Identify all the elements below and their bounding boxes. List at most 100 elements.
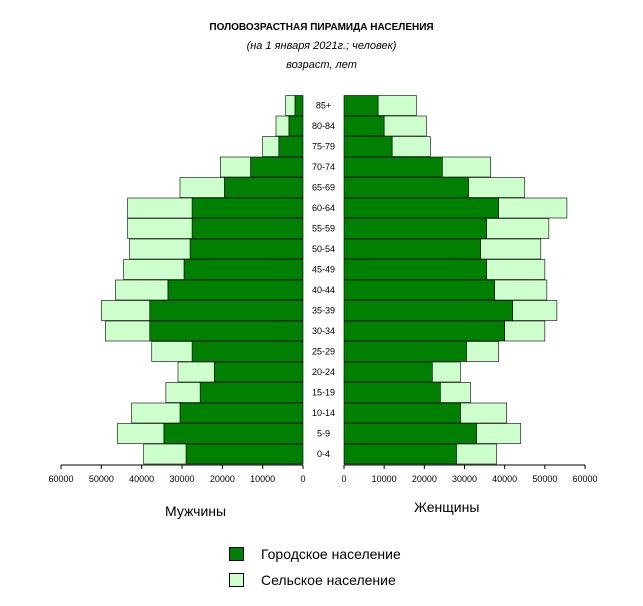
bar-women-rural xyxy=(480,238,542,260)
bar-women-rural xyxy=(456,443,497,465)
bar-men-urban xyxy=(191,341,304,362)
bar-women-rural xyxy=(486,218,550,239)
bar-women-urban xyxy=(343,136,393,157)
bar-women-urban xyxy=(343,382,441,403)
women-axis-label: Женщины xyxy=(414,499,480,515)
bar-men-urban xyxy=(191,218,304,239)
men-axis-label: Мужчины xyxy=(165,503,227,519)
bar-women-rural xyxy=(504,320,546,342)
bar-women-urban xyxy=(343,156,443,178)
bar-women-urban xyxy=(343,279,495,301)
bar-men-urban xyxy=(163,423,304,444)
bar-women-urban xyxy=(343,402,461,424)
bar-women-urban xyxy=(343,259,487,280)
legend-item-rural: Сельское население xyxy=(229,571,396,589)
women-x-tick-label: 10000 xyxy=(372,474,397,484)
bar-men-urban xyxy=(199,382,304,403)
chart-subtitle: (на 1 января 2021г.; человек) xyxy=(246,40,397,52)
bar-women-rural xyxy=(391,136,431,157)
bar-men-urban xyxy=(278,136,304,157)
bar-women-urban xyxy=(343,197,499,219)
men-x-tick-label: 30000 xyxy=(169,474,194,484)
bar-women-rural xyxy=(432,361,461,383)
bar-women-urban xyxy=(343,361,433,383)
bar-women-rural xyxy=(494,279,548,301)
y-axis-label: возраст, лет xyxy=(286,59,357,71)
bar-men-rural xyxy=(285,95,296,116)
bar-men-urban xyxy=(149,320,304,342)
age-group-label: 40-44 xyxy=(312,285,335,295)
age-group-label: 25-29 xyxy=(312,347,335,357)
age-group-label: 80-84 xyxy=(312,121,335,131)
bar-men-urban xyxy=(191,197,304,219)
bar-women-urban xyxy=(343,341,467,362)
women-x-tick-label: 0 xyxy=(341,474,346,484)
bar-men-rural xyxy=(115,279,169,301)
women-x-tick-label: 20000 xyxy=(412,474,437,484)
bar-women-rural xyxy=(512,300,558,321)
bar-men-urban xyxy=(179,402,304,424)
chart-title: ПОЛОВОЗРАСТНАЯ ПИРАМИДА НАСЕЛЕНИЯ xyxy=(209,22,434,33)
bar-men-urban xyxy=(189,238,304,260)
bar-women-rural xyxy=(486,259,546,280)
legend-label-rural: Сельское население xyxy=(261,572,396,588)
age-group-label: 65-69 xyxy=(312,183,335,193)
bar-men-rural xyxy=(275,115,290,137)
bar-men-urban xyxy=(294,95,304,116)
bar-men-rural xyxy=(220,156,251,178)
age-group-label: 0-4 xyxy=(317,449,330,459)
bar-women-rural xyxy=(468,177,526,198)
bar-men-rural xyxy=(177,361,215,383)
bar-men-urban xyxy=(213,361,304,383)
age-group-label: 70-74 xyxy=(312,162,335,172)
bar-men-urban xyxy=(224,177,304,198)
legend-label-urban: Городское население xyxy=(261,546,401,562)
bar-men-rural xyxy=(143,443,187,465)
age-group-label: 35-39 xyxy=(312,306,335,316)
age-group-label: 20-24 xyxy=(312,367,335,377)
legend-item-urban: Городское население xyxy=(229,545,401,563)
bar-men-rural xyxy=(165,382,201,403)
bar-men-rural xyxy=(131,402,181,424)
bar-men-urban xyxy=(250,156,304,178)
women-x-tick-label: 30000 xyxy=(452,474,477,484)
bar-women-urban xyxy=(343,238,481,260)
bar-women-rural xyxy=(498,197,568,219)
bar-women-rural xyxy=(383,115,427,137)
bar-women-urban xyxy=(343,423,477,444)
bar-women-urban xyxy=(343,115,385,137)
age-group-label: 45-49 xyxy=(312,265,335,275)
bar-women-urban xyxy=(343,443,457,465)
bar-men-urban xyxy=(288,115,304,137)
bar-men-rural xyxy=(179,177,225,198)
bar-men-rural xyxy=(129,238,191,260)
bar-women-urban xyxy=(343,95,379,116)
women-x-tick-label: 40000 xyxy=(492,474,517,484)
legend-swatch-rural xyxy=(229,573,244,587)
men-x-tick-label: 60000 xyxy=(48,474,73,484)
bar-men-rural xyxy=(127,197,193,219)
men-x-tick-label: 10000 xyxy=(250,474,275,484)
age-group-label: 30-34 xyxy=(312,326,335,336)
bar-women-rural xyxy=(440,382,471,403)
age-group-label: 75-79 xyxy=(312,142,335,152)
age-group-label: 50-54 xyxy=(312,244,335,254)
legend-swatch-urban xyxy=(229,547,244,561)
age-group-label: 60-64 xyxy=(312,203,335,213)
bar-men-rural xyxy=(117,423,165,444)
age-group-label: 10-14 xyxy=(312,408,335,418)
bar-women-rural xyxy=(442,156,491,178)
bar-women-rural xyxy=(377,95,417,116)
bar-men-rural xyxy=(101,300,151,321)
bar-women-urban xyxy=(343,177,469,198)
women-x-tick-label: 50000 xyxy=(532,474,557,484)
bar-women-rural xyxy=(466,341,499,362)
bar-men-urban xyxy=(167,279,304,301)
bar-men-rural xyxy=(262,136,280,157)
men-x-tick-label: 50000 xyxy=(89,474,114,484)
men-x-tick-label: 20000 xyxy=(210,474,235,484)
bar-men-urban xyxy=(149,300,304,321)
bar-women-urban xyxy=(343,218,487,239)
bar-women-urban xyxy=(343,300,513,321)
